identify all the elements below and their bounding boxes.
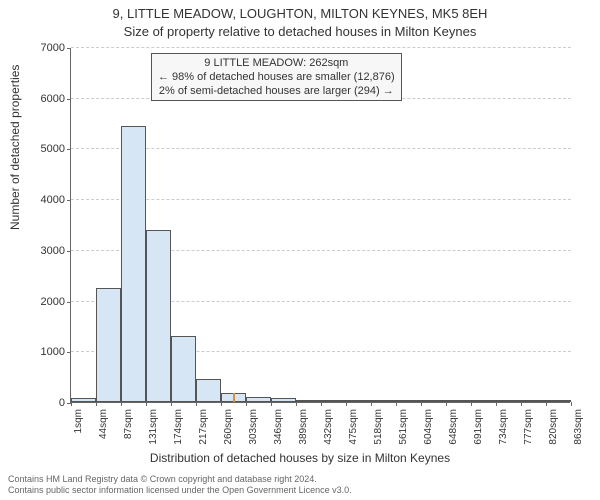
ytick-label: 0 [25, 398, 65, 409]
xtick-mark [321, 402, 322, 406]
xtick-mark [246, 402, 247, 406]
annotation-line-1: 9 LITTLE MEADOW: 262sqm [158, 56, 395, 70]
histogram-bar [396, 400, 421, 402]
xtick-mark [371, 402, 372, 406]
ytick-mark [67, 200, 71, 201]
histogram-bar [321, 400, 346, 402]
histogram-bar [71, 398, 96, 402]
histogram-bar [496, 400, 521, 402]
xtick-mark [471, 402, 472, 406]
xtick-mark [521, 402, 522, 406]
xtick-mark [346, 402, 347, 406]
y-axis-label: Number of detached properties [8, 65, 22, 230]
histogram-bar [346, 400, 371, 402]
histogram-bar [96, 288, 121, 402]
marker-line [233, 393, 235, 402]
histogram-bar [546, 400, 571, 402]
xtick-mark [446, 402, 447, 406]
plot-area: 010002000300040005000600070001sqm44sqm87… [70, 48, 570, 403]
annotation-box: 9 LITTLE MEADOW: 262sqm← 98% of detached… [151, 53, 402, 101]
ytick-label: 5000 [25, 144, 65, 155]
histogram-bar [471, 400, 496, 402]
histogram-bar [371, 400, 396, 402]
ytick-label: 2000 [25, 297, 65, 308]
xtick-mark [496, 402, 497, 406]
histogram-bar [446, 400, 471, 402]
ytick-mark [67, 302, 71, 303]
xtick-mark [96, 402, 97, 406]
gridline [71, 199, 571, 200]
ytick-label: 7000 [25, 43, 65, 54]
histogram-bar [271, 398, 296, 402]
footer-line-2: Contains public sector information licen… [8, 485, 352, 496]
xtick-mark [196, 402, 197, 406]
xtick-mark [396, 402, 397, 406]
annotation-line-3: 2% of semi-detached houses are larger (2… [158, 84, 395, 98]
ytick-label: 4000 [25, 195, 65, 206]
x-axis-label: Distribution of detached houses by size … [0, 451, 600, 465]
xtick-mark [221, 402, 222, 406]
xtick-mark [271, 402, 272, 406]
histogram-bar [521, 400, 546, 402]
gridline [71, 148, 571, 149]
histogram-bar [146, 230, 171, 402]
histogram-bar [246, 397, 271, 402]
xtick-mark [121, 402, 122, 406]
ytick-label: 3000 [25, 246, 65, 257]
xtick-mark [571, 402, 572, 406]
ytick-mark [67, 99, 71, 100]
gridline [71, 47, 571, 48]
ytick-label: 1000 [25, 347, 65, 358]
xtick-mark [171, 402, 172, 406]
ytick-mark [67, 251, 71, 252]
chart-subtitle: Size of property relative to detached ho… [0, 24, 600, 39]
ytick-label: 6000 [25, 94, 65, 105]
ytick-mark [67, 352, 71, 353]
xtick-mark [421, 402, 422, 406]
footer-line-1: Contains HM Land Registry data © Crown c… [8, 474, 352, 485]
histogram-bar [171, 336, 196, 402]
xtick-mark [71, 402, 72, 406]
annotation-line-2: ← 98% of detached houses are smaller (12… [158, 70, 395, 84]
xtick-mark [546, 402, 547, 406]
ytick-mark [67, 149, 71, 150]
histogram-bar [121, 126, 146, 402]
ytick-mark [67, 48, 71, 49]
xtick-mark [146, 402, 147, 406]
histogram-bar [421, 400, 446, 402]
xtick-mark [296, 402, 297, 406]
histogram-bar [196, 379, 221, 402]
histogram-bar [296, 400, 321, 402]
chart-title: 9, LITTLE MEADOW, LOUGHTON, MILTON KEYNE… [0, 6, 600, 21]
footer-attribution: Contains HM Land Registry data © Crown c… [8, 474, 352, 496]
